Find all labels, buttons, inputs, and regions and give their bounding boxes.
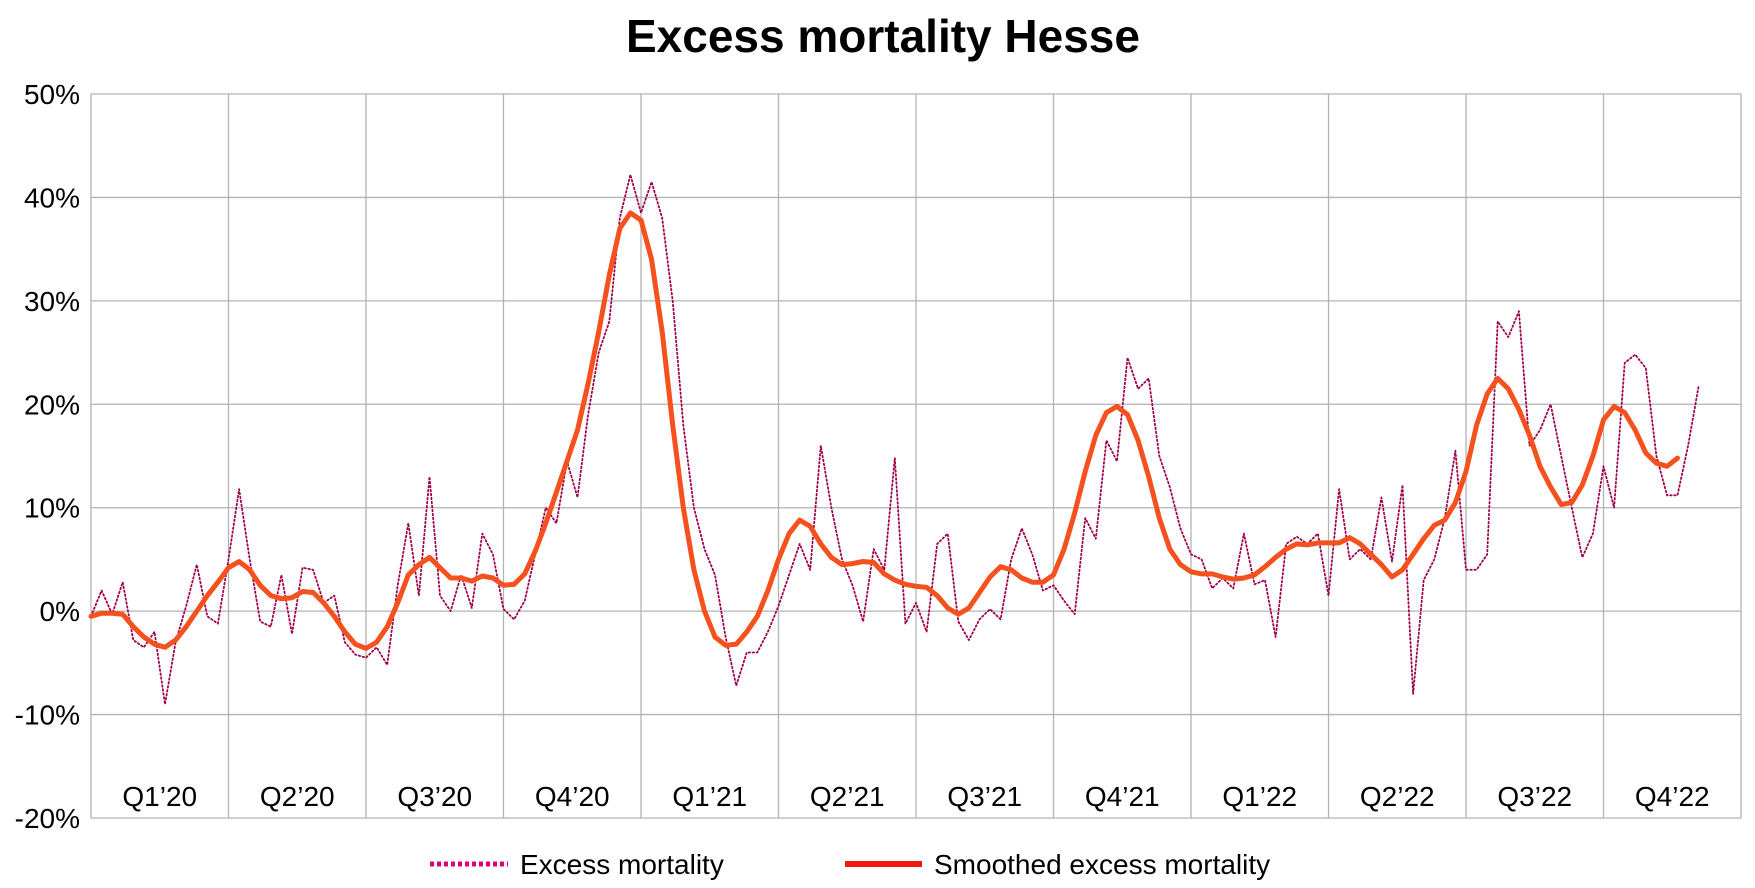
x-tick-label: Q3’20 [397,781,472,812]
x-tick-label: Q2’22 [1360,781,1435,812]
chart-title: Excess mortality Hesse [626,10,1140,62]
grid-layer [90,93,1742,819]
x-tick-label: Q3’21 [947,781,1022,812]
y-tick-label: 50% [24,79,80,110]
x-tick-label: Q2’21 [810,781,885,812]
series-line-smoothed-excess-mortality [88,210,1680,651]
y-tick-label: 20% [24,389,80,420]
x-axis: Q1’20 Q2’20 Q3’20 Q4’20 Q1’21 Q2’21 Q3’21 Q4’21… [122,781,1709,812]
x-tick-label: Q1’21 [672,781,747,812]
x-tick-label: Q4’22 [1635,781,1710,812]
legend: Excess mortality Smoothed excess mortali… [430,849,1270,880]
y-tick-label: 10% [24,493,80,524]
legend-label-excess-mortality: Excess mortality [520,849,724,880]
legend-label-smoothed-excess-mortality: Smoothed excess mortality [934,849,1270,880]
x-tick-label: Q3’22 [1497,781,1572,812]
series-layer [88,173,1700,706]
y-tick-label: 40% [24,182,80,213]
series-line-excess-mortality [90,173,1700,706]
y-axis: 50% 40% 30% 20% 10% 0% -10% -20% [15,79,80,834]
y-tick-label: -20% [15,803,80,834]
y-tick-label: 30% [24,286,80,317]
x-tick-label: Q1’22 [1222,781,1297,812]
x-tick-label: Q2’20 [260,781,335,812]
y-tick-label: -10% [15,700,80,731]
y-tick-label: 0% [40,596,80,627]
x-tick-label: Q4’20 [535,781,610,812]
x-tick-label: Q4’21 [1085,781,1160,812]
x-tick-label: Q1’20 [122,781,197,812]
